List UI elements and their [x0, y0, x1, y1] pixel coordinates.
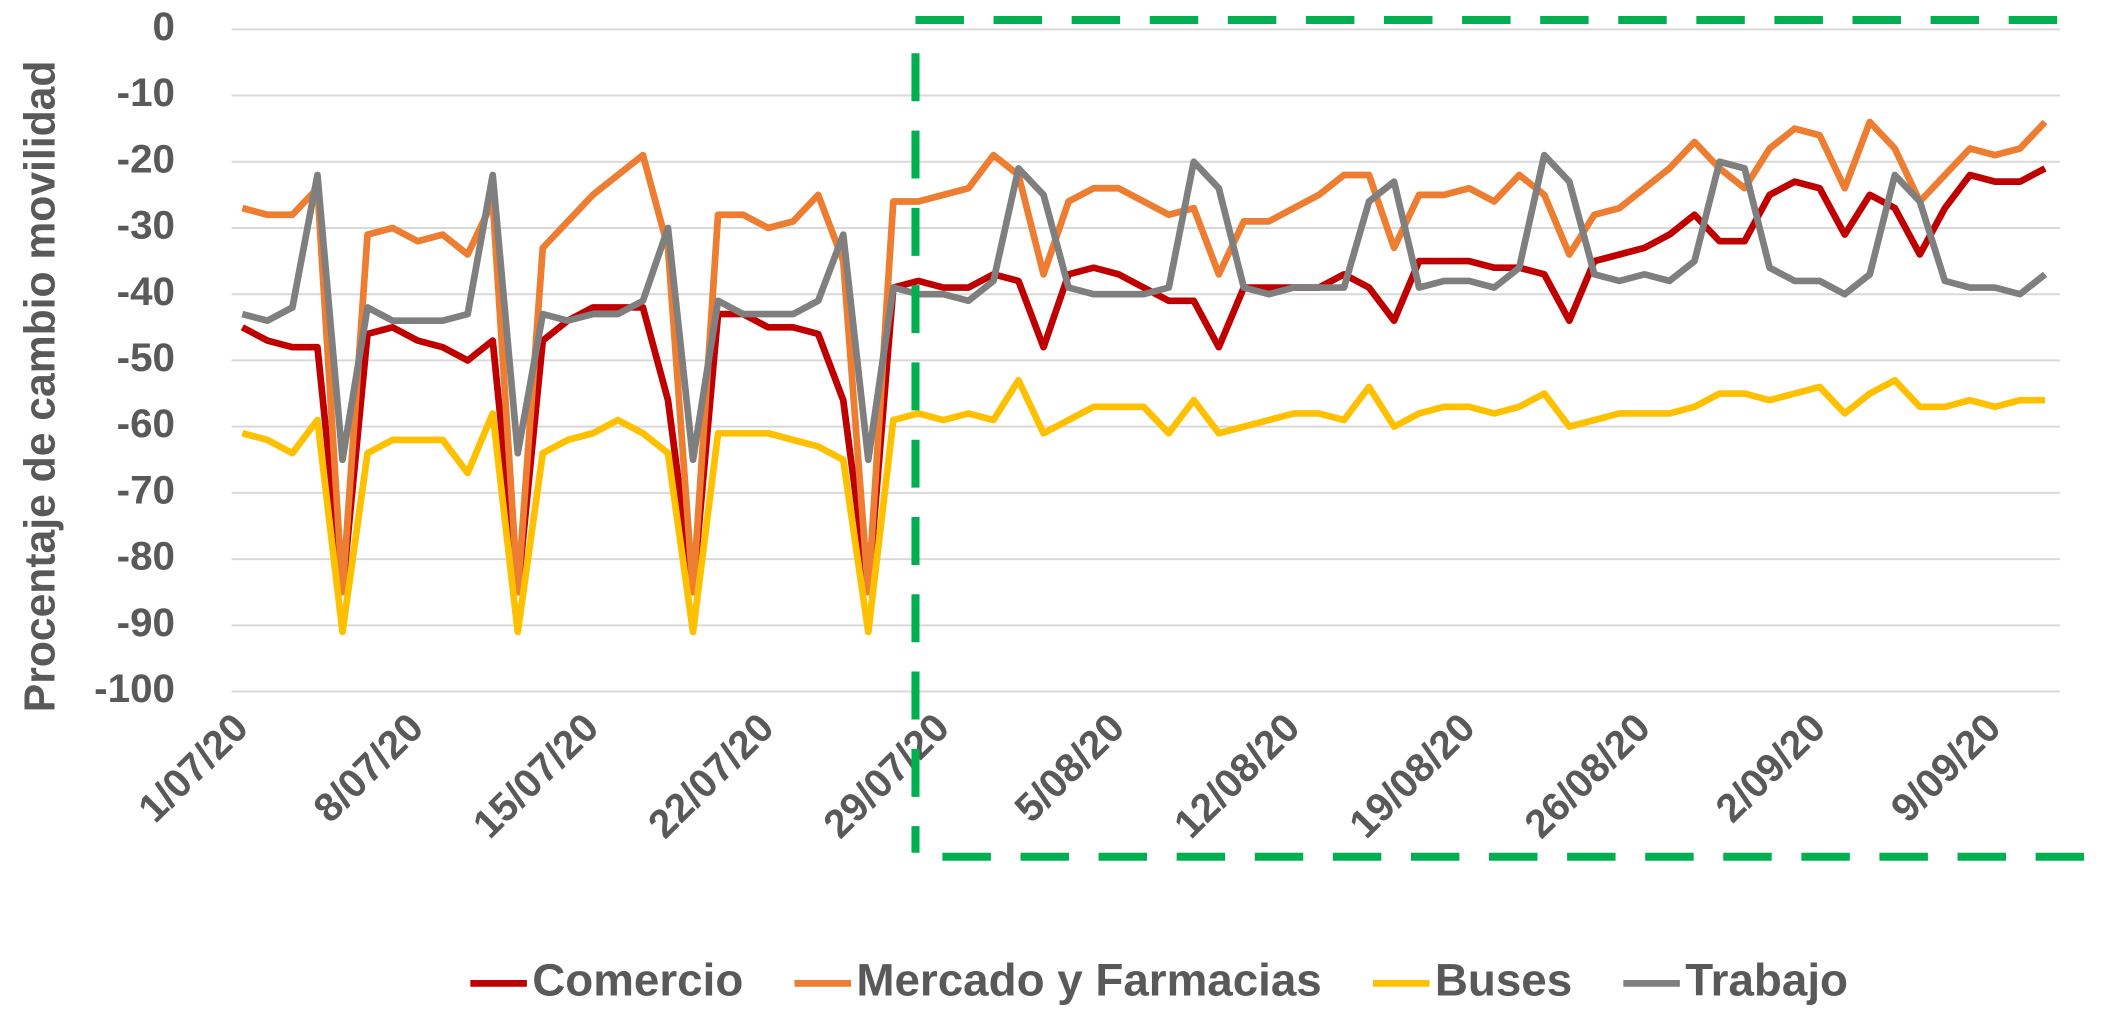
x-tick-label: 26/08/20	[1516, 705, 1659, 847]
x-tick-label: 29/07/20	[815, 705, 958, 847]
series-line	[241, 151, 2048, 464]
y-tick-label: -80	[117, 534, 175, 579]
x-tick-label: 2/09/20	[1707, 705, 1834, 831]
highlight-box	[911, 15, 2087, 861]
y-tick-label: -10	[117, 70, 175, 115]
y-tick-label: -50	[117, 335, 175, 380]
y-tick-label: -20	[117, 137, 175, 182]
x-tick-label: 9/09/20	[1882, 705, 2009, 831]
lines	[240, 118, 2048, 636]
x-tick-label: 22/07/20	[639, 705, 782, 847]
y-axis-title: Procentaje de cambio movilidad	[16, 61, 64, 713]
legend-item: Buses	[1372, 955, 1572, 1006]
legend-item: Comercio	[470, 955, 743, 1006]
series-line	[240, 165, 2047, 596]
x-tick-label: 1/07/20	[130, 705, 257, 831]
x-tick-label: 15/07/20	[464, 705, 607, 847]
legend-item: Mercado y Farmacias	[794, 955, 1322, 1006]
legend-label: Buses	[1435, 955, 1572, 1006]
legend-label: Mercado y Farmacias	[856, 955, 1321, 1006]
x-tick-label: 19/08/20	[1341, 705, 1484, 847]
y-tick-label: -40	[117, 269, 175, 314]
y-tick-label: -30	[117, 203, 175, 248]
y-tick-label: -70	[117, 468, 175, 513]
y-tick-label: -90	[117, 600, 175, 645]
legend: Comercio Mercado y Farmacias Buses Trabajo	[470, 955, 1848, 1006]
x-tick-label: 5/08/20	[1006, 705, 1133, 831]
series-line	[241, 376, 2046, 636]
y-tick-label: -100	[94, 666, 175, 711]
series-line	[241, 118, 2048, 596]
y-tick-label: -60	[117, 401, 175, 446]
legend-label: Trabajo	[1685, 955, 1848, 1006]
legend-item: Trabajo	[1623, 955, 1848, 1006]
legend-label: Comercio	[532, 955, 743, 1006]
x-tick-label: 8/07/20	[305, 705, 432, 831]
y-tick-label: 0	[153, 4, 175, 49]
x-tick-label: 12/08/20	[1165, 705, 1308, 847]
